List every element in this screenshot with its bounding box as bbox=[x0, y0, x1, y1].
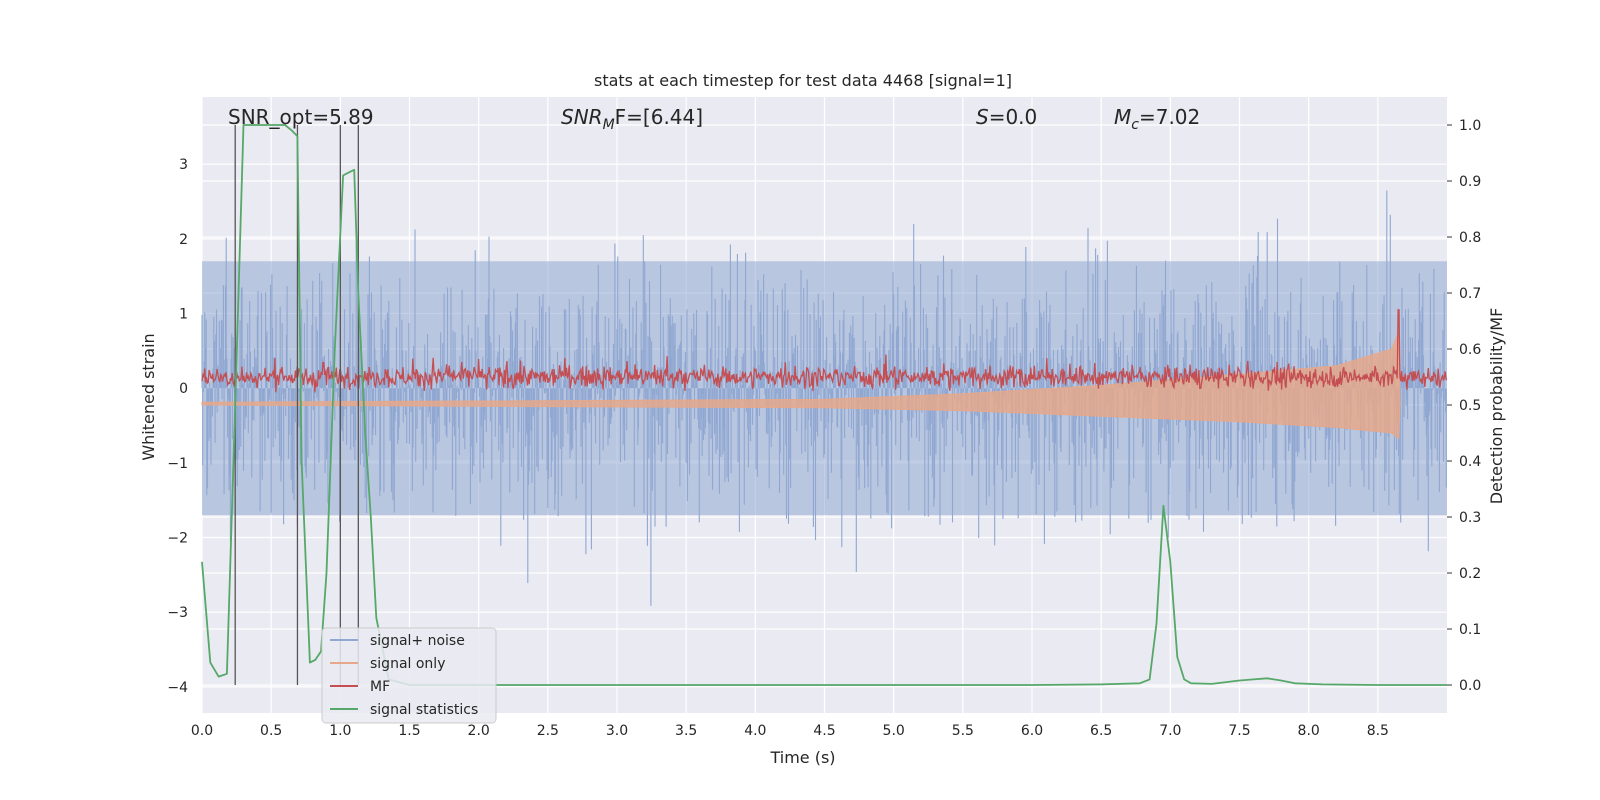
x-tick-label: 4.0 bbox=[744, 723, 766, 739]
y-axis-label: Whitened strain bbox=[139, 333, 158, 460]
y-tick-label: −4 bbox=[167, 680, 188, 696]
y-tick-label: −1 bbox=[167, 456, 188, 472]
x-axis-ticks: 0.0 0.5 1.0 1.5 2.0 2.5 3.0 3.5 4.0 4.5 5.0 5.5 6.0 6… bbox=[191, 723, 1389, 739]
y2-tick-label: 0.3 bbox=[1459, 510, 1481, 526]
chart-title: stats at each timestep for test data 446… bbox=[594, 71, 1012, 90]
x-tick-label: 7.5 bbox=[1228, 723, 1250, 739]
x-tick-label: 0.5 bbox=[260, 723, 282, 739]
y2-tick-label: 0.4 bbox=[1459, 454, 1481, 470]
x-tick-label: 5.5 bbox=[952, 723, 974, 739]
series-signal-only bbox=[201, 332, 1401, 440]
legend-label-mf: MF bbox=[370, 679, 390, 695]
y2-tick-label: 1.0 bbox=[1459, 118, 1481, 134]
signal-only-envelope bbox=[201, 332, 1401, 440]
y2-tick-label: 0.0 bbox=[1459, 678, 1481, 694]
x-tick-label: 8.0 bbox=[1298, 723, 1320, 739]
x-tick-label: 3.0 bbox=[606, 723, 628, 739]
legend-label-signal-statistics: signal statistics bbox=[370, 702, 478, 718]
x-tick-label: 6.0 bbox=[1021, 723, 1043, 739]
x-tick-label: 1.5 bbox=[398, 723, 420, 739]
mf-trace bbox=[201, 309, 1448, 393]
plot-area: 0.0 0.5 1.0 1.5 2.0 2.5 3.0 3.5 4.0 4.5 5.0 5.5 6.0 6… bbox=[167, 97, 1481, 739]
y2-axis-label: Detection probability/MF bbox=[1487, 308, 1506, 505]
y-tick-label: −2 bbox=[167, 531, 188, 547]
y-tick-label: 3 bbox=[179, 157, 188, 173]
annotation-s: S=0.0 bbox=[976, 105, 1037, 129]
legend: signal+ noise signal only MF signal stat… bbox=[321, 627, 497, 724]
x-tick-label: 0.0 bbox=[191, 723, 213, 739]
x-tick-label: 6.5 bbox=[1090, 723, 1112, 739]
annotation-snr-opt: SNR_opt=5.89 bbox=[228, 105, 374, 129]
y-tick-label: 1 bbox=[179, 307, 188, 323]
y2-tick-label: 0.8 bbox=[1459, 230, 1481, 246]
y-tick-label: 2 bbox=[179, 232, 188, 248]
legend-frame bbox=[321, 627, 497, 724]
x-tick-label: 2.0 bbox=[468, 723, 490, 739]
x-axis-label: Time (s) bbox=[769, 748, 835, 767]
series-layer bbox=[201, 124, 1448, 686]
x-tick-label: 4.5 bbox=[813, 723, 835, 739]
y2-tick-label: 0.9 bbox=[1459, 174, 1481, 190]
x-tick-label: 8.5 bbox=[1367, 723, 1389, 739]
y2-axis-ticks: 1.0 0.9 0.8 0.7 0.6 0.5 0.4 0.3 0.2 0.1 0.0 bbox=[1447, 118, 1481, 694]
series-mf bbox=[201, 309, 1448, 393]
y-tick-label: 0 bbox=[179, 381, 188, 397]
y2-tick-label: 0.5 bbox=[1459, 398, 1481, 414]
y-tick-label: −3 bbox=[167, 605, 188, 621]
x-tick-label: 3.5 bbox=[675, 723, 697, 739]
x-tick-label: 5.0 bbox=[883, 723, 905, 739]
y2-tick-label: 0.6 bbox=[1459, 342, 1481, 358]
x-tick-label: 2.5 bbox=[537, 723, 559, 739]
y2-tick-label: 0.7 bbox=[1459, 286, 1481, 302]
y2-tick-label: 0.2 bbox=[1459, 566, 1481, 582]
y-axis-ticks: 3 2 1 0 −1 −2 −3 −4 bbox=[167, 157, 188, 696]
legend-label-signal-noise: signal+ noise bbox=[370, 633, 465, 649]
x-tick-label: 1.0 bbox=[329, 723, 351, 739]
annotation-mc: Mc=7.02 bbox=[1114, 105, 1200, 133]
annotation-snr-mf: SNRMF=[6.44] bbox=[561, 105, 703, 133]
legend-label-signal-only: signal only bbox=[370, 656, 445, 672]
x-tick-label: 7.0 bbox=[1159, 723, 1181, 739]
y2-tick-label: 0.1 bbox=[1459, 622, 1481, 638]
